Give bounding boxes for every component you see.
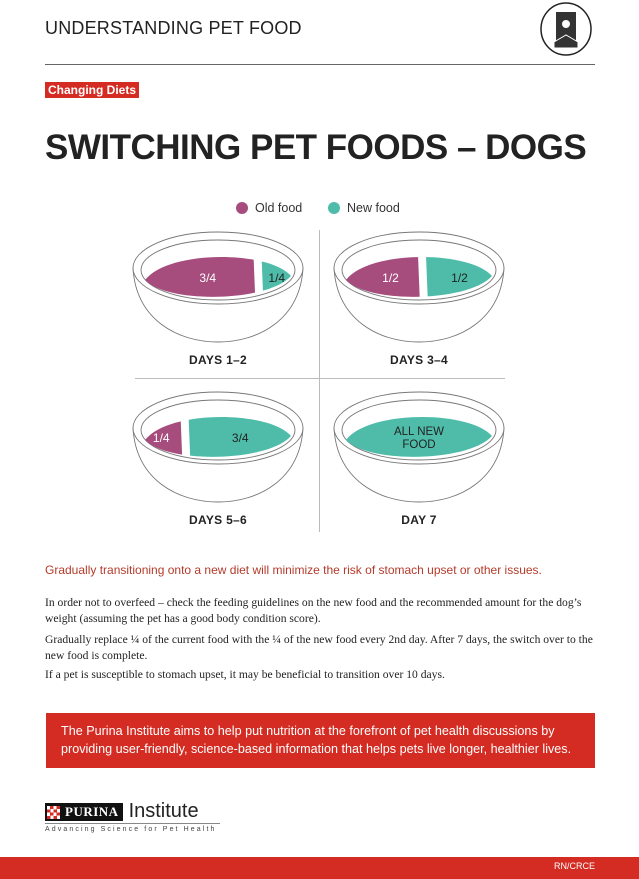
bowl-days-1-2: 3/4 1/4 <box>132 231 304 343</box>
old-food-portion <box>145 416 184 457</box>
purina-institute-logo: PURINA Institute <box>45 800 199 823</box>
new-food-portion <box>346 416 492 457</box>
old-food-swatch <box>236 202 248 214</box>
new-food-portion <box>260 256 291 297</box>
new-food-swatch <box>328 202 340 214</box>
document-code: RN/CRCE <box>553 861 595 871</box>
logo-rule <box>45 823 220 824</box>
vertical-divider <box>319 230 320 532</box>
bowl-days-3-4: 1/2 1/2 <box>333 231 505 343</box>
lead-statement: Gradually transitioning onto a new diet … <box>45 563 542 577</box>
old-food-portion <box>346 256 421 297</box>
mission-banner: The Purina Institute aims to help put nu… <box>46 713 595 768</box>
new-food-portion <box>425 256 492 297</box>
old-food-label: 1/2 <box>382 271 399 285</box>
horizontal-divider <box>135 378 505 379</box>
legend-new-food: New food <box>328 201 400 215</box>
day-label: DAYS 3–4 <box>390 353 448 367</box>
pet-food-bag-icon <box>540 2 592 56</box>
bowl-day-7: ALL NEW FOOD <box>333 391 505 503</box>
header-divider <box>45 64 595 65</box>
bowl-days-5-6: 1/4 3/4 <box>132 391 304 503</box>
purina-wordmark: PURINA <box>45 802 123 821</box>
new-food-label: 3/4 <box>232 431 249 445</box>
brand-tagline: Advancing Science for Pet Health <box>45 826 217 833</box>
paragraph: Gradually replace ¼ of the current food … <box>45 633 593 662</box>
series-title: UNDERSTANDING PET FOOD <box>45 18 302 38</box>
paragraph: If a pet is susceptible to stomach upset… <box>45 668 445 681</box>
paragraph: In order not to overfeed – check the fee… <box>45 596 582 625</box>
day-label: DAY 7 <box>401 513 437 527</box>
institute-wordmark: Institute <box>128 800 199 822</box>
new-food-label: 1/4 <box>268 271 285 285</box>
legend-label: New food <box>347 201 400 215</box>
new-food-portion <box>187 416 291 457</box>
day-label: DAYS 1–2 <box>189 353 247 367</box>
old-food-portion <box>145 256 257 297</box>
new-food-label: ALL NEW FOOD <box>394 426 444 451</box>
old-food-label: 1/4 <box>153 431 170 445</box>
legend-old-food: Old food <box>236 201 302 215</box>
page-title: SWITCHING PET FOODS – DOGS <box>45 128 587 167</box>
old-food-label: 3/4 <box>199 271 216 285</box>
checkerboard-icon <box>47 805 60 819</box>
new-food-label: 1/2 <box>451 271 468 285</box>
category-tag: Changing Diets <box>45 82 140 98</box>
footer-bar <box>0 857 639 879</box>
day-label: DAYS 5–6 <box>189 513 247 527</box>
legend-label: Old food <box>255 201 303 215</box>
